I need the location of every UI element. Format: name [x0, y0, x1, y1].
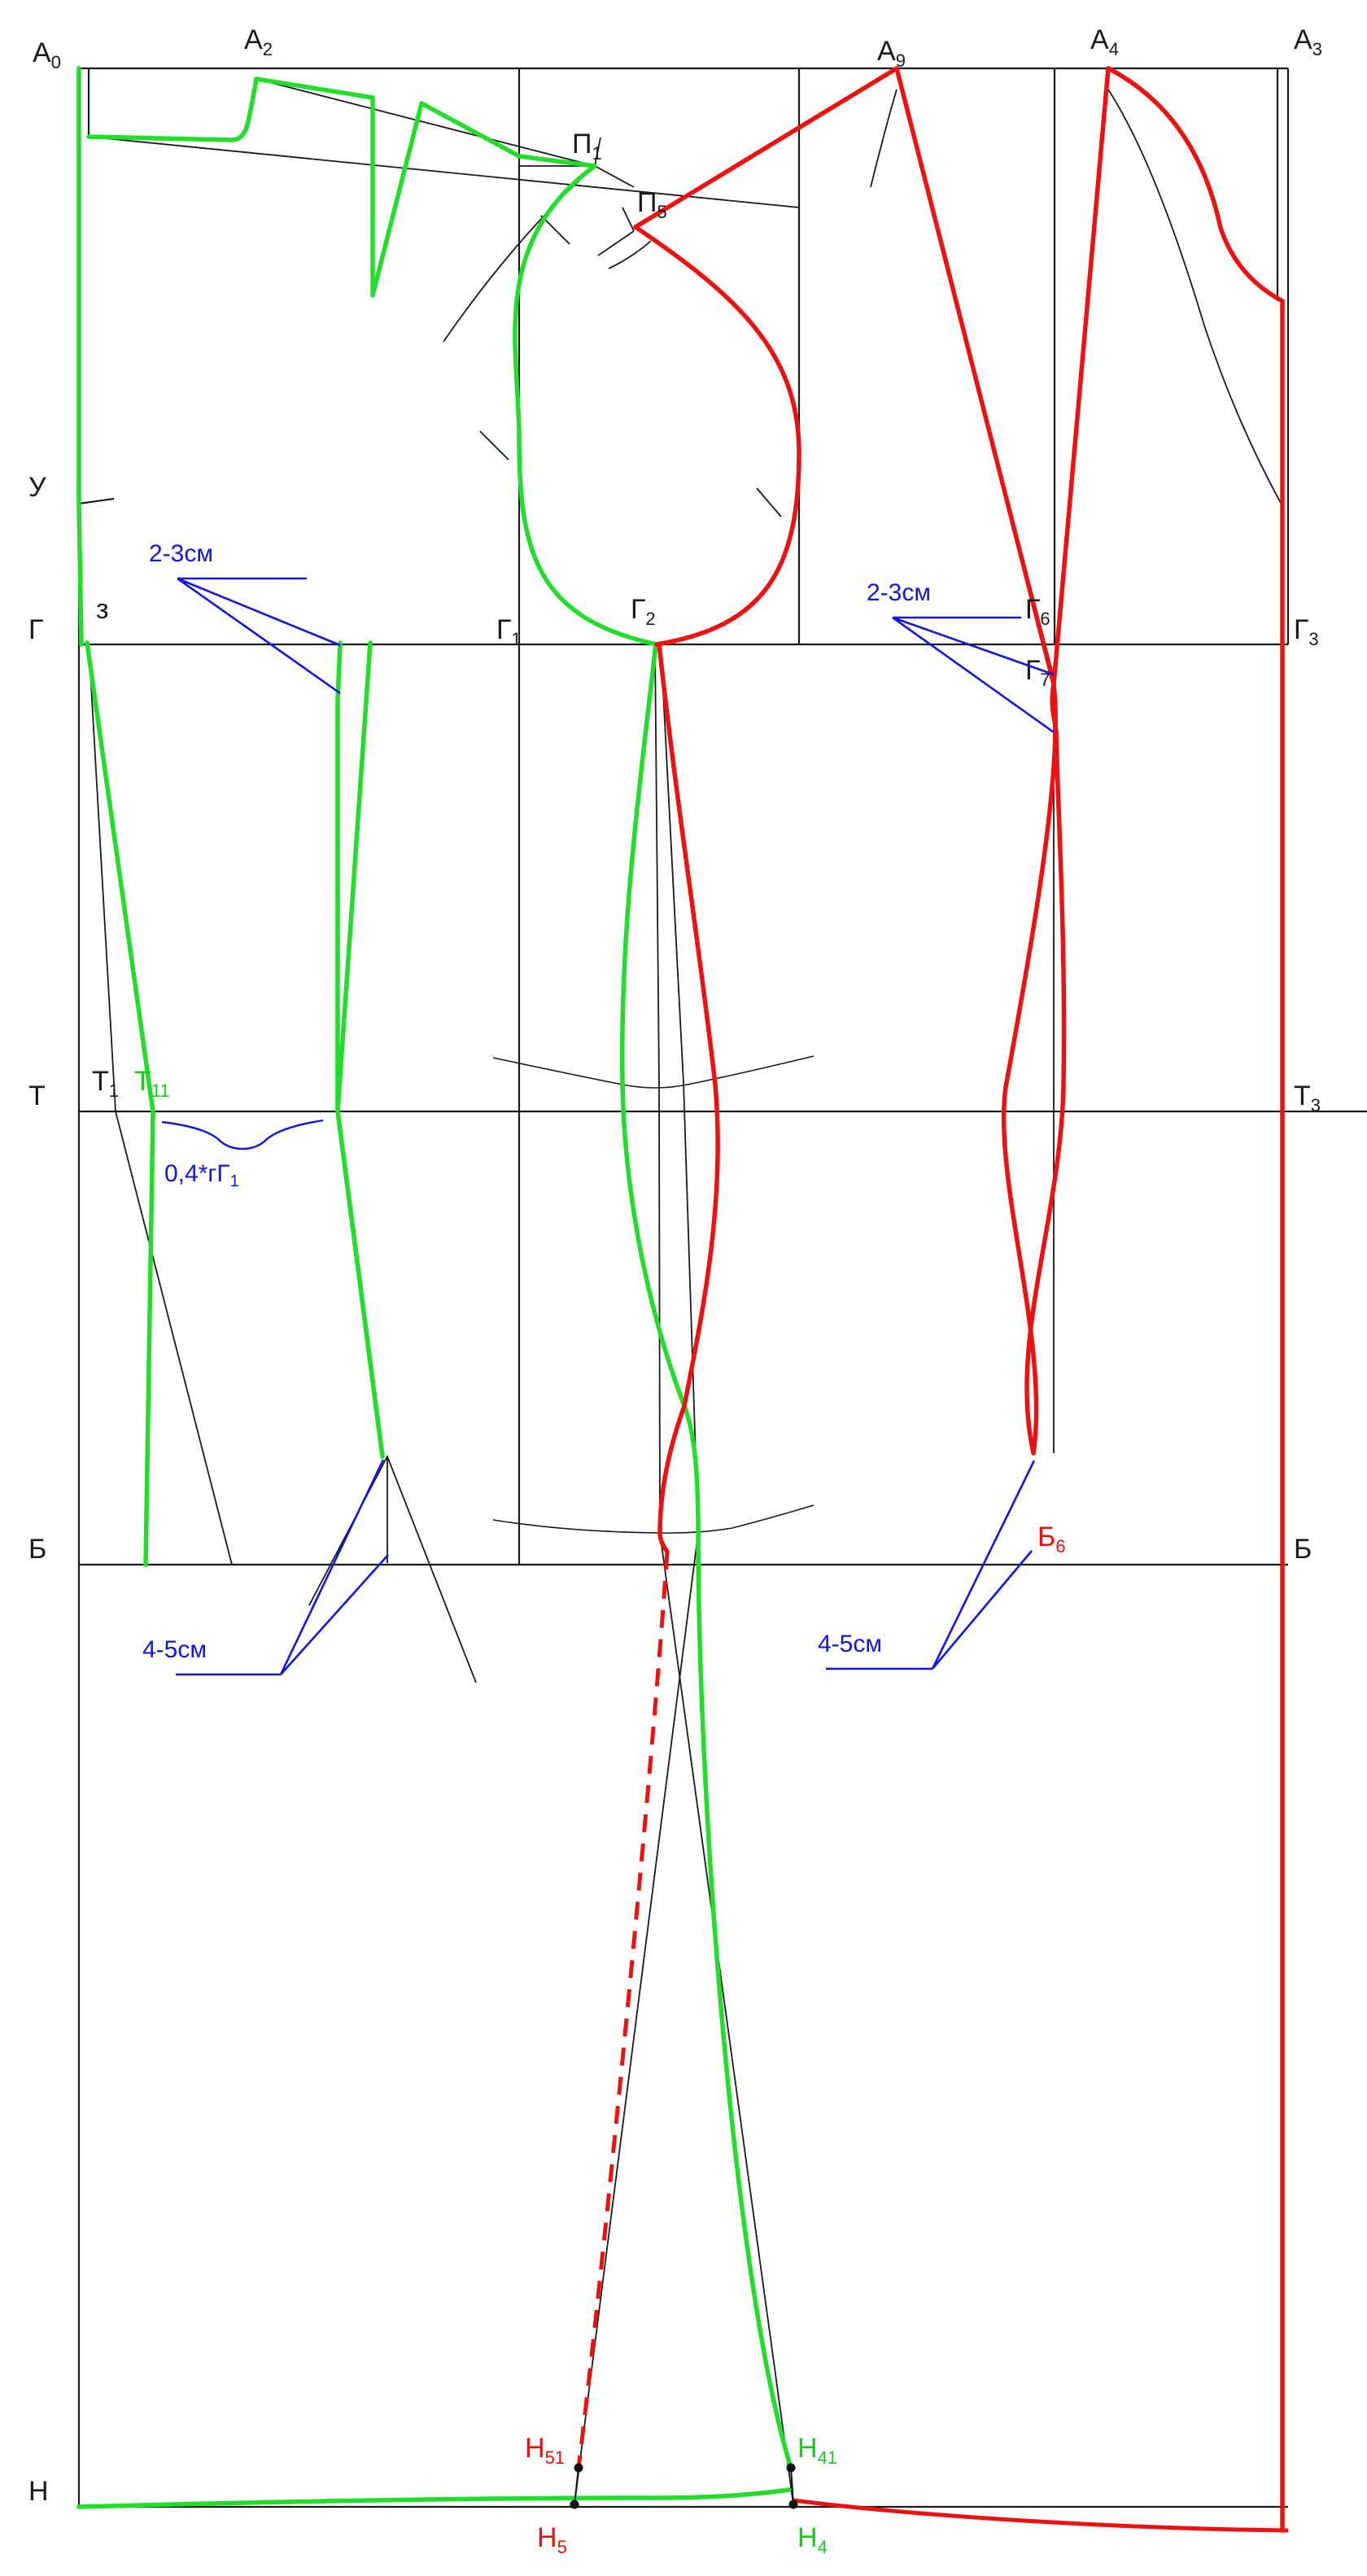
svg-text:0,4*гГ1: 0,4*гГ1 — [164, 1160, 239, 1190]
svg-text:Т: Т — [28, 1081, 46, 1111]
svg-text:з: з — [96, 594, 109, 625]
svg-text:Б: Б — [28, 1534, 46, 1565]
svg-text:Б: Б — [1294, 1534, 1312, 1565]
svg-text:2-3см: 2-3см — [867, 579, 931, 606]
svg-text:4-5см: 4-5см — [818, 1631, 882, 1657]
svg-text:4-5см: 4-5см — [142, 1636, 207, 1663]
svg-text:2-3см: 2-3см — [149, 540, 213, 567]
svg-text:Н: Н — [28, 2476, 49, 2507]
svg-text:Г: Г — [28, 614, 43, 645]
svg-text:У: У — [28, 472, 46, 503]
